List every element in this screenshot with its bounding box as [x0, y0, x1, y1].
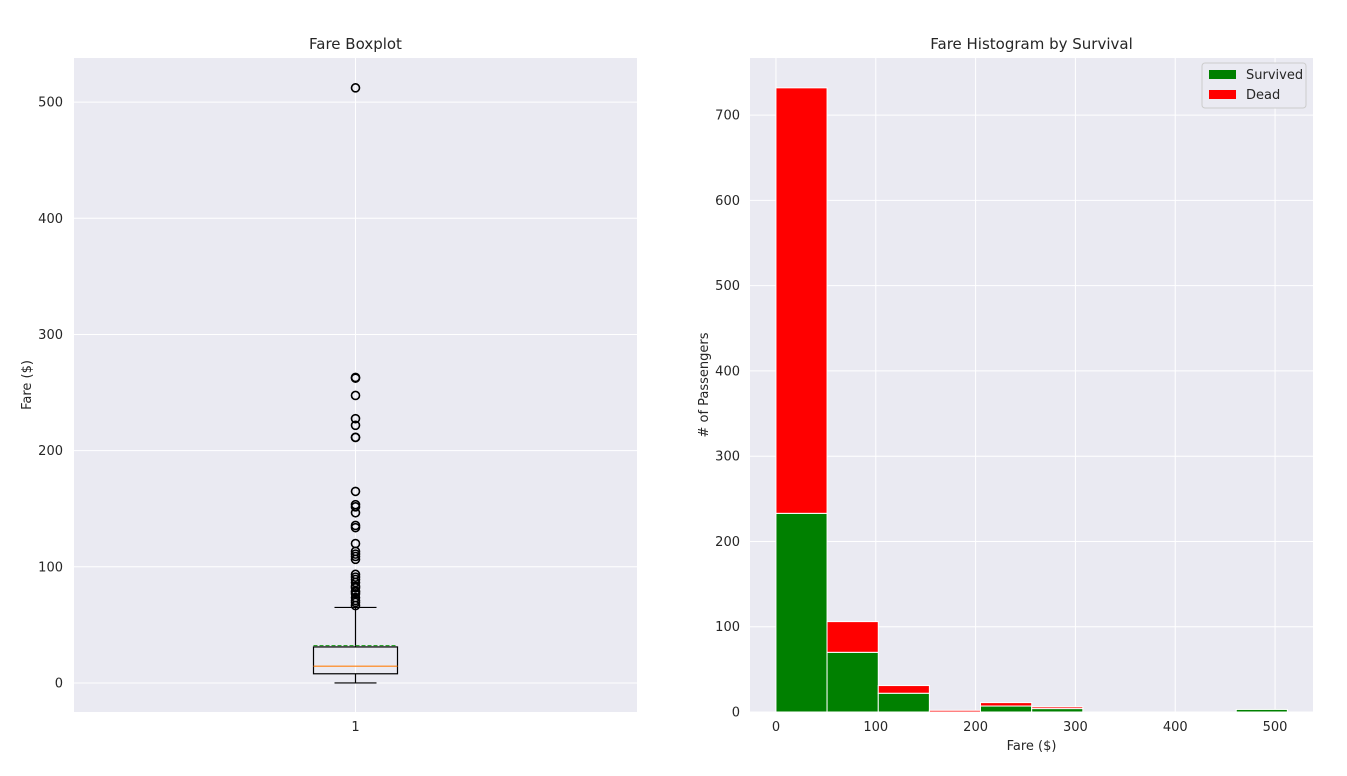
boxplot-outlier-point	[350, 581, 361, 592]
boxplot-outlier-point	[350, 572, 361, 582]
histogram-y-tick-label: 600	[715, 194, 740, 209]
histogram-x-tick-label: 500	[1263, 720, 1288, 735]
boxplot-outlier-point	[350, 420, 361, 431]
boxplot-title: Fare Boxplot	[309, 35, 402, 53]
histogram-y-axis-label: # of Passengers	[697, 332, 712, 437]
histogram-axes-background	[750, 58, 1313, 712]
histogram-bar-dead	[826, 621, 879, 653]
boxplot-outlier-point	[350, 390, 361, 401]
boxplot-outlier-point	[350, 413, 361, 424]
boxplot-outlier-point	[350, 592, 361, 603]
boxplot-outlier-point	[350, 569, 361, 580]
boxplot-y-tick-label: 100	[38, 560, 63, 575]
histogram-x-tick-label: 400	[1163, 720, 1188, 735]
boxplot-y-ticks: 0 100 200 300 400 500	[38, 96, 63, 692]
boxplot-y-tick-label: 500	[38, 96, 63, 111]
legend-swatch-survived	[1209, 70, 1236, 79]
legend-swatch-dead	[1209, 90, 1236, 99]
histogram-y-tick-label: 0	[732, 706, 740, 721]
histogram-bar-survived	[775, 512, 828, 713]
histogram-bar-dead	[1031, 706, 1084, 710]
histogram-y-tick-label: 700	[715, 109, 740, 124]
histogram-x-tick-label: 300	[1063, 720, 1088, 735]
histogram-bar-dead	[877, 685, 930, 694]
boxplot-y-tick-label: 200	[38, 444, 63, 459]
histogram-y-tick-label: 300	[715, 450, 740, 465]
histogram-bar-survived	[979, 705, 1033, 713]
histogram-title: Fare Histogram by Survival	[930, 35, 1133, 53]
boxplot-outlier-point	[350, 432, 361, 443]
boxplot-y-axis-label: Fare ($)	[20, 360, 35, 410]
histogram-bar-dead	[775, 87, 828, 514]
histogram-x-tick-label: 0	[772, 720, 780, 735]
histogram-bar-dead	[928, 709, 981, 713]
boxplot-outlier-point	[350, 520, 361, 531]
histogram-bars	[775, 87, 1288, 713]
boxplot-y-tick-label: 0	[55, 676, 63, 691]
boxplot-marks	[312, 83, 399, 684]
histogram-bar-dead	[979, 702, 1033, 707]
boxplot-panel: 0 100 200 300 400 500 1 Fare Boxplot Fare ($)	[20, 35, 637, 735]
histogram-bar-survived	[1031, 708, 1084, 713]
histogram-y-tick-label: 200	[715, 535, 740, 550]
histogram-legend: Survived Dead	[1201, 62, 1307, 109]
boxplot-box	[312, 646, 399, 675]
boxplot-outlier-point	[350, 549, 361, 559]
histogram-bar-survived	[877, 692, 930, 713]
histogram-y-ticks: 0 100 200 300 400 500 600 700	[715, 109, 740, 721]
histogram-x-tick-label: 200	[963, 720, 988, 735]
boxplot-outlier-point	[350, 499, 361, 510]
boxplot-outlier-point	[350, 372, 361, 383]
boxplot-gridlines	[74, 58, 637, 712]
boxplot-x-tick-label: 1	[351, 720, 359, 735]
histogram-x-tick-label: 100	[863, 720, 888, 735]
legend-label-survived: Survived	[1246, 68, 1303, 83]
histogram-y-tick-label: 100	[715, 620, 740, 635]
histogram-y-tick-label: 500	[715, 279, 740, 294]
histogram-y-tick-label: 400	[715, 364, 740, 379]
histogram-bar-survived	[1235, 708, 1288, 713]
boxplot-y-tick-label: 300	[38, 328, 63, 343]
histogram-x-axis-label: Fare ($)	[1007, 739, 1057, 754]
legend-label-dead: Dead	[1246, 88, 1280, 103]
boxplot-outlier-point	[350, 538, 361, 549]
boxplot-x-ticks: 1	[351, 720, 359, 735]
boxplot-outlier-point	[350, 83, 361, 93]
boxplot-y-tick-label: 400	[38, 212, 63, 227]
histogram-x-ticks: 0 100 200 300 400 500	[772, 720, 1288, 735]
histogram-bar-survived	[826, 651, 879, 713]
boxplot-outlier-point	[350, 486, 361, 497]
